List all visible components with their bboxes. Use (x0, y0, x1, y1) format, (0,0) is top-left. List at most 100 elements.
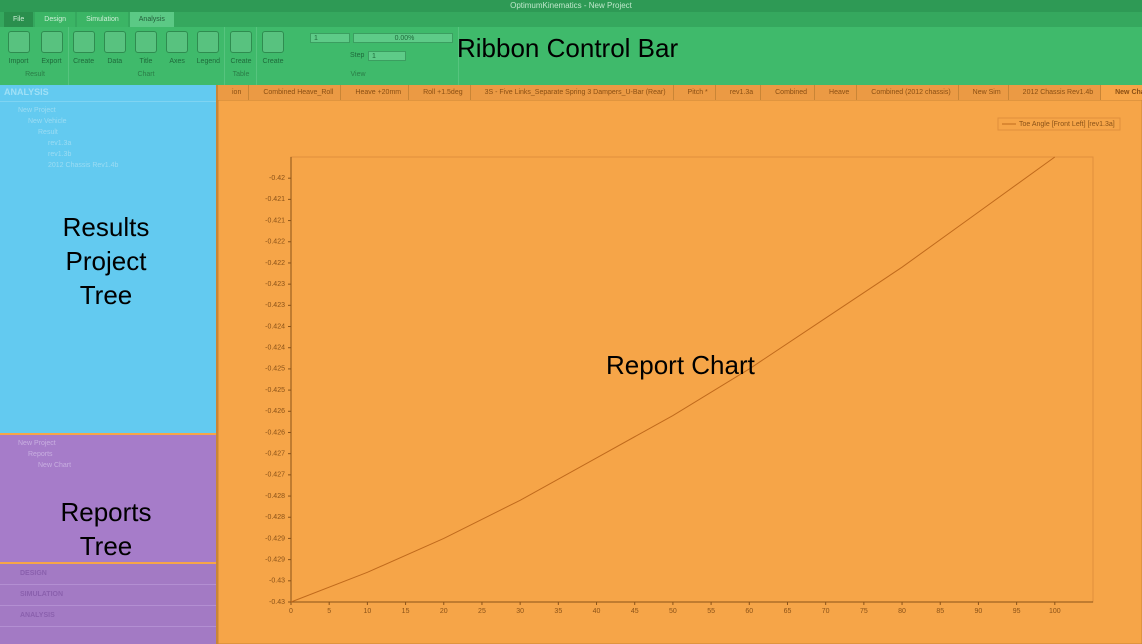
ribbon-tab[interactable]: Design (35, 12, 76, 27)
button-label: Data (107, 58, 123, 65)
nav: DESIGN SIMULATION ANALYSIS (0, 564, 216, 644)
document-tab[interactable]: Heave (815, 85, 858, 100)
y-tick-label: -0.421 (265, 196, 285, 203)
ribbon-button[interactable]: Export (37, 27, 67, 71)
nav-button[interactable]: DESIGN (0, 564, 216, 585)
document-tab[interactable]: New Sim (959, 85, 1009, 100)
document-tabs: ion Combined Heave_Roll Heave +20mm Roll +1… (218, 85, 1142, 100)
x-tick-label: 25 (478, 608, 486, 615)
y-tick-label: -0.421 (265, 217, 285, 224)
ribbon-tab[interactable]: Simulation (77, 12, 128, 27)
x-tick-label: 90 (975, 608, 983, 615)
chart: -0.42 -0.421 -0.421 -0.422 -0.422 -0.423 -0.42… (218, 100, 1142, 644)
x-tick-label: 30 (516, 608, 524, 615)
x-tick-label: 20 (440, 608, 448, 615)
tree-node[interactable]: New Vehicle (28, 118, 67, 125)
tree-node[interactable]: New Chart (38, 462, 72, 469)
button-label: Import (8, 58, 29, 65)
document-tab[interactable]: Heave +20mm (341, 85, 410, 100)
ribbon-button[interactable]: Create (69, 27, 99, 71)
x-tick-label: 40 (593, 608, 601, 615)
ribbon-tab[interactable]: File (4, 12, 34, 27)
button-icon (7, 31, 30, 53)
y-tick-label: -0.428 (265, 514, 285, 521)
document-tab[interactable]: Combined Heave_Roll (249, 85, 342, 100)
ribbon-tab[interactable]: Analysis (129, 12, 174, 27)
y-tick-label: -0.425 (265, 387, 285, 394)
ribbon-button[interactable]: Create (226, 27, 256, 71)
reports-tree: New Project Reports New Chart (0, 438, 216, 471)
nav-button[interactable]: SIMULATION (0, 585, 216, 606)
x-tick-label: 10 (363, 608, 371, 615)
tree-node[interactable]: rev1.3a (48, 140, 72, 147)
x-tick-label: 65 (784, 608, 792, 615)
overlay-label: Results Project Tree (62, 212, 150, 310)
button-icon (262, 31, 284, 53)
overlay-label: Report Chart (606, 350, 755, 380)
button-label: Title (139, 58, 153, 65)
ribbon-button[interactable]: Import (4, 27, 34, 71)
document-tab[interactable]: Combined (2012 chassis) (857, 85, 959, 100)
progress: 0.00% (353, 33, 453, 43)
document-tab[interactable]: 3S - Five Links_Separate Spring 3 Damper… (471, 85, 674, 100)
document-tab[interactable]: ion (218, 85, 250, 100)
ribbon: 1 0.00% Step 1 Import Export Result Create D… (0, 27, 1142, 85)
button-label: Axes (169, 58, 185, 65)
x-tick-label: 35 (554, 608, 562, 615)
y-tick-label: -0.424 (265, 323, 285, 330)
x-tick-label: 80 (898, 608, 906, 615)
x-tick-label: 0 (289, 608, 293, 615)
chart-background (218, 100, 1142, 644)
document-tab[interactable]: 2012 Chassis Rev1.4b (1009, 85, 1102, 100)
tree-node[interactable]: 2012 Chassis Rev1.4b (48, 162, 119, 169)
ribbon-button[interactable]: Create (258, 27, 288, 71)
ribbon-group: Create Table (226, 27, 257, 85)
step-input[interactable]: 1 (368, 51, 406, 61)
button-label: Legend (196, 58, 221, 65)
results-tree: New Project New Vehicle Result rev1.3a rev1.… (0, 102, 216, 171)
button-row: Import Export (2, 27, 68, 71)
y-tick-label: -0.427 (265, 451, 285, 458)
panel-header: ANALYSIS (0, 85, 216, 102)
tree-node[interactable]: Result (38, 129, 58, 136)
nav-button[interactable]: ANALYSIS (0, 606, 216, 627)
overlay-label: Ribbon Control Bar (457, 33, 679, 63)
document-tab[interactable]: Pitch * (674, 85, 716, 100)
ribbon-group: Create Data Title Axes Legend Chart (68, 27, 225, 85)
y-tick-label: -0.42 (269, 175, 285, 182)
tree-node[interactable]: Reports (28, 451, 53, 458)
y-tick-label: -0.423 (265, 281, 285, 288)
y-tick-label: -0.426 (265, 429, 285, 436)
ribbon-tabs: File Design Simulation Analysis (0, 12, 1142, 27)
button-icon (72, 31, 95, 53)
y-tick-label: -0.43 (269, 599, 285, 606)
group-label: Chart (137, 71, 155, 78)
splitter (216, 85, 218, 644)
y-tick-label: -0.422 (265, 260, 285, 267)
x-tick-label: 85 (936, 608, 944, 615)
y-tick-label: -0.422 (265, 239, 285, 246)
ribbon-button[interactable]: Title (131, 27, 161, 71)
ribbon-button[interactable]: Data (100, 27, 130, 71)
y-tick-label: -0.424 (265, 345, 285, 352)
ribbon-group: Import Export Result (2, 27, 69, 85)
document-tab[interactable]: New Chart * (1101, 85, 1142, 100)
group-label: View (350, 71, 366, 78)
spinner[interactable]: 1 (310, 33, 350, 43)
ribbon-button[interactable]: Axes (162, 27, 192, 71)
button-row: Create (258, 27, 458, 71)
tree-node[interactable]: New Project (18, 107, 56, 114)
document-tab[interactable]: Combined (761, 85, 816, 100)
title-bar: OptimumKinematics - New Project (0, 0, 1142, 12)
button-row: Create Data Title Axes Legend (68, 27, 224, 71)
reports-panel: New Project Reports New Chart (0, 435, 216, 562)
step-label: Step (350, 52, 365, 59)
button-icon (230, 31, 252, 53)
ribbon-button[interactable]: Legend (193, 27, 223, 71)
tree-node[interactable]: New Project (18, 440, 56, 447)
document-tab[interactable]: rev1.3a (716, 85, 762, 100)
tree-node[interactable]: rev1.3b (48, 151, 72, 158)
document-tab[interactable]: Roll +1.5deg (409, 85, 471, 100)
x-tick-label: 15 (402, 608, 410, 615)
